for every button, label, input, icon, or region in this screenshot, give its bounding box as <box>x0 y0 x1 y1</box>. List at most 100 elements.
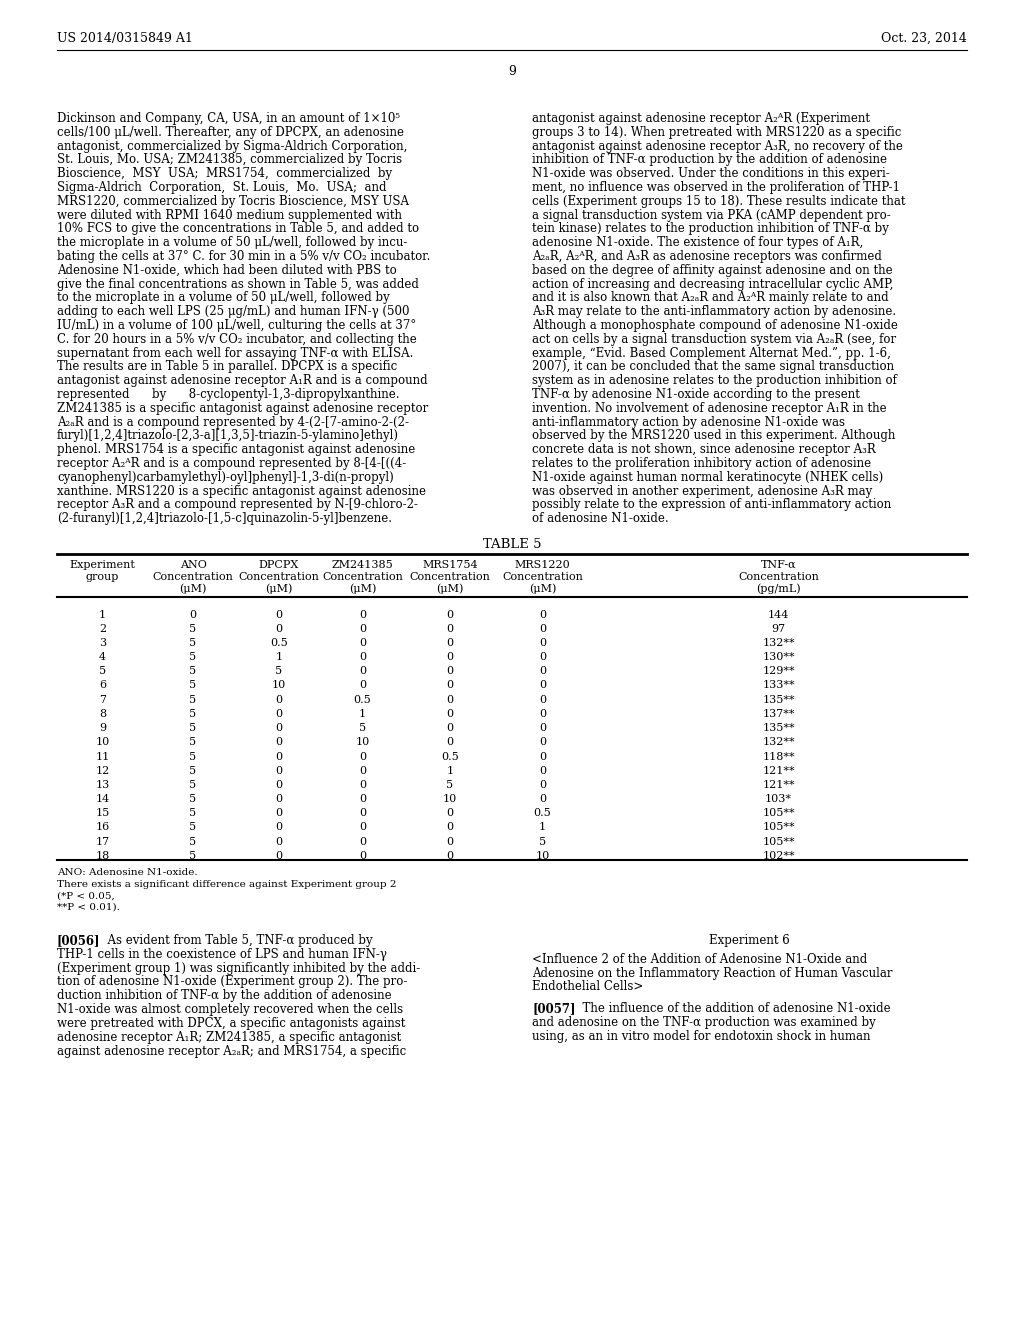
Text: ment, no influence was observed in the proliferation of THP-1: ment, no influence was observed in the p… <box>532 181 900 194</box>
Text: 1: 1 <box>359 709 366 719</box>
Text: action of increasing and decreasing intracellular cyclic AMP,: action of increasing and decreasing intr… <box>532 277 893 290</box>
Text: 0.5: 0.5 <box>270 638 288 648</box>
Text: 118**: 118** <box>762 751 795 762</box>
Text: 14: 14 <box>95 795 110 804</box>
Text: 0: 0 <box>539 694 546 705</box>
Text: 0: 0 <box>359 638 366 648</box>
Text: relates to the proliferation inhibitory action of adenosine: relates to the proliferation inhibitory … <box>532 457 871 470</box>
Text: N1-oxide was observed. Under the conditions in this experi-: N1-oxide was observed. Under the conditi… <box>532 168 890 181</box>
Text: MRS1220, commercialized by Tocris Bioscience, MSY USA: MRS1220, commercialized by Tocris Biosci… <box>57 195 409 207</box>
Text: 105**: 105** <box>762 822 795 833</box>
Text: 0: 0 <box>539 766 546 776</box>
Text: 2007), it can be concluded that the same signal transduction: 2007), it can be concluded that the same… <box>532 360 894 374</box>
Text: IU/mL) in a volume of 100 μL/well, culturing the cells at 37°: IU/mL) in a volume of 100 μL/well, cultu… <box>57 319 416 333</box>
Text: furyl)[1,2,4]triazolo-[2,3-a][1,3,5]-triazin-5-ylamino]ethyl): furyl)[1,2,4]triazolo-[2,3-a][1,3,5]-tri… <box>57 429 399 442</box>
Text: group: group <box>86 572 119 582</box>
Text: 103*: 103* <box>765 795 792 804</box>
Text: 0: 0 <box>446 694 454 705</box>
Text: 1: 1 <box>446 766 454 776</box>
Text: 0: 0 <box>359 822 366 833</box>
Text: were pretreated with DPCX, a specific antagonists against: were pretreated with DPCX, a specific an… <box>57 1016 406 1030</box>
Text: 0: 0 <box>539 795 546 804</box>
Text: 0: 0 <box>275 766 283 776</box>
Text: 0: 0 <box>275 808 283 818</box>
Text: 7: 7 <box>99 694 106 705</box>
Text: 1: 1 <box>539 822 546 833</box>
Text: antagonist against adenosine receptor A₃R, no recovery of the: antagonist against adenosine receptor A₃… <box>532 140 903 153</box>
Text: 3: 3 <box>99 638 106 648</box>
Text: 5: 5 <box>275 667 283 676</box>
Text: 0: 0 <box>359 610 366 619</box>
Text: There exists a significant difference against Experiment group 2: There exists a significant difference ag… <box>57 879 396 888</box>
Text: cells/100 μL/well. Thereafter, any of DPCPX, an adenosine: cells/100 μL/well. Thereafter, any of DP… <box>57 125 404 139</box>
Text: 0: 0 <box>359 837 366 846</box>
Text: to the microplate in a volume of 50 μL/well, followed by: to the microplate in a volume of 50 μL/w… <box>57 292 390 305</box>
Text: 5: 5 <box>189 624 197 634</box>
Text: DPCPX: DPCPX <box>259 560 299 570</box>
Text: C. for 20 hours in a 5% v/v CO₂ incubator, and collecting the: C. for 20 hours in a 5% v/v CO₂ incubato… <box>57 333 417 346</box>
Text: supernatant from each well for assaying TNF-α with ELISA.: supernatant from each well for assaying … <box>57 347 414 359</box>
Text: receptor A₂ᴬR and is a compound represented by 8-[4-[((4-: receptor A₂ᴬR and is a compound represen… <box>57 457 407 470</box>
Text: 0: 0 <box>446 709 454 719</box>
Text: TABLE 5: TABLE 5 <box>482 539 542 550</box>
Text: 0: 0 <box>359 795 366 804</box>
Text: 0: 0 <box>359 652 366 663</box>
Text: <Influence 2 of the Addition of Adenosine N1-Oxide and: <Influence 2 of the Addition of Adenosin… <box>532 953 867 966</box>
Text: and it is also known that A₂ₐR and A₂ᴬR mainly relate to and: and it is also known that A₂ₐR and A₂ᴬR … <box>532 292 889 305</box>
Text: 105**: 105** <box>762 808 795 818</box>
Text: 0: 0 <box>359 751 366 762</box>
Text: MRS1220: MRS1220 <box>515 560 570 570</box>
Text: 5: 5 <box>446 780 454 789</box>
Text: 0: 0 <box>539 780 546 789</box>
Text: 0: 0 <box>539 667 546 676</box>
Text: A₃R may relate to the anti-inflammatory action by adenosine.: A₃R may relate to the anti-inflammatory … <box>532 305 896 318</box>
Text: 0: 0 <box>359 851 366 861</box>
Text: concrete data is not shown, since adenosine receptor A₃R: concrete data is not shown, since adenos… <box>532 444 876 457</box>
Text: a signal transduction system via PKA (cAMP dependent pro-: a signal transduction system via PKA (cA… <box>532 209 891 222</box>
Text: 5: 5 <box>189 808 197 818</box>
Text: 0: 0 <box>275 694 283 705</box>
Text: Concentration: Concentration <box>502 572 583 582</box>
Text: 133**: 133** <box>762 681 795 690</box>
Text: 5: 5 <box>539 837 546 846</box>
Text: 0: 0 <box>359 667 366 676</box>
Text: (μM): (μM) <box>436 583 464 594</box>
Text: 0: 0 <box>446 822 454 833</box>
Text: 8: 8 <box>99 709 106 719</box>
Text: 121**: 121** <box>762 766 795 776</box>
Text: ZM241385 is a specific antagonist against adenosine receptor: ZM241385 is a specific antagonist agains… <box>57 401 428 414</box>
Text: Dickinson and Company, CA, USA, in an amount of 1×10⁵: Dickinson and Company, CA, USA, in an am… <box>57 112 400 125</box>
Text: 0: 0 <box>359 766 366 776</box>
Text: Concentration: Concentration <box>738 572 819 582</box>
Text: 17: 17 <box>95 837 110 846</box>
Text: inhibition of TNF-α production by the addition of adenosine: inhibition of TNF-α production by the ad… <box>532 153 887 166</box>
Text: (μM): (μM) <box>179 583 207 594</box>
Text: 9: 9 <box>99 723 106 733</box>
Text: antagonist against adenosine receptor A₁R and is a compound: antagonist against adenosine receptor A₁… <box>57 374 428 387</box>
Text: 121**: 121** <box>762 780 795 789</box>
Text: (μM): (μM) <box>528 583 556 594</box>
Text: 5: 5 <box>189 694 197 705</box>
Text: xanthine. MRS1220 is a specific antagonist against adenosine: xanthine. MRS1220 is a specific antagoni… <box>57 484 426 498</box>
Text: phenol. MRS1754 is a specific antagonist against adenosine: phenol. MRS1754 is a specific antagonist… <box>57 444 416 457</box>
Text: example, “Evid. Based Complement Alternat Med.”, pp. 1-6,: example, “Evid. Based Complement Alterna… <box>532 347 891 359</box>
Text: Concentration: Concentration <box>410 572 490 582</box>
Text: (μM): (μM) <box>265 583 293 594</box>
Text: adding to each well LPS (25 μg/mL) and human IFN-γ (500: adding to each well LPS (25 μg/mL) and h… <box>57 305 410 318</box>
Text: 0: 0 <box>359 780 366 789</box>
Text: 0: 0 <box>539 638 546 648</box>
Text: 18: 18 <box>95 851 110 861</box>
Text: 1: 1 <box>275 652 283 663</box>
Text: 0: 0 <box>359 624 366 634</box>
Text: cyanophenyl)carbamylethyl)-oyl]phenyl]-1,3-di(n-propyl): cyanophenyl)carbamylethyl)-oyl]phenyl]-1… <box>57 471 394 484</box>
Text: ZM241385: ZM241385 <box>332 560 393 570</box>
Text: Concentration: Concentration <box>323 572 402 582</box>
Text: THP-1 cells in the coexistence of LPS and human IFN-γ: THP-1 cells in the coexistence of LPS an… <box>57 948 387 961</box>
Text: 0: 0 <box>539 723 546 733</box>
Text: (2-furanyl)[1,2,4]triazolo-[1,5-c]quinazolin-5-yl]benzene.: (2-furanyl)[1,2,4]triazolo-[1,5-c]quinaz… <box>57 512 392 525</box>
Text: (Experiment group 1) was significantly inhibited by the addi-: (Experiment group 1) was significantly i… <box>57 962 420 974</box>
Text: Concentration: Concentration <box>153 572 233 582</box>
Text: 5: 5 <box>189 780 197 789</box>
Text: 0: 0 <box>275 610 283 619</box>
Text: 0: 0 <box>275 751 283 762</box>
